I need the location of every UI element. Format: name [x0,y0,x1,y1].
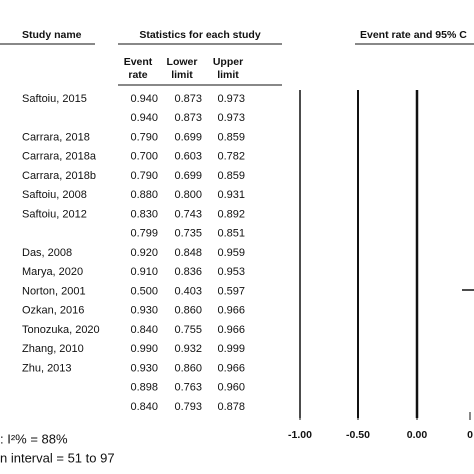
column-header: Lower limit [167,56,198,81]
cell: 0.830 [130,208,158,220]
study-name: Carrara, 2018a [22,151,97,163]
cell: 0.966 [217,324,245,336]
cell: 0.755 [174,324,202,336]
cell: 0.892 [217,208,245,220]
cell: 0.959 [217,247,245,259]
cell: 0.973 [217,93,245,105]
cell: 0.973 [217,112,245,124]
column-header: Upper limit [213,56,243,81]
study-name: Zhang, 2010 [22,343,84,355]
cell: 0.966 [217,362,245,374]
statistics-header: Statistics for each study [139,29,261,41]
plot-title: Event rate and 95% C [360,29,467,41]
cell: 0.860 [174,362,202,374]
cell: 0.940 [130,112,158,124]
cell: 0.920 [130,247,158,259]
cell: 0.999 [217,343,245,355]
cell: 0.878 [217,401,245,413]
tick-label: -1.00 [288,429,312,441]
cell: 0.930 [130,362,158,374]
tick-label: -0.50 [346,429,370,441]
cell: 0.836 [174,266,202,278]
study-name: Saftoiu, 2015 [22,93,87,105]
cell: 0.403 [174,285,202,297]
cell: 0.851 [217,228,245,240]
cell: 0.840 [130,324,158,336]
cell: 0.790 [130,170,158,182]
study-name: Tonozuka, 2020 [22,324,100,336]
tick-label: 0.00 [407,429,428,441]
cell: 0.848 [174,247,202,259]
column-header: Event rate [124,56,153,81]
footer-line: n interval = 51 to 97 [0,450,115,465]
cell: 0.873 [174,93,202,105]
cell: 0.932 [174,343,202,355]
cell: 0.799 [130,228,158,240]
cell: 0.873 [174,112,202,124]
cell: 0.859 [217,131,245,143]
footer-line: : I²% = 88% [0,431,68,446]
study-name: Marya, 2020 [22,266,83,278]
cell: 0.910 [130,266,158,278]
cell: 0.931 [217,189,245,201]
study-name: Saftoiu, 2012 [22,208,87,220]
cell: 0.940 [130,93,158,105]
cell: 0.603 [174,151,202,163]
cell: 0.966 [217,305,245,317]
cell: 0.735 [174,228,202,240]
cell: 0.953 [217,266,245,278]
cell: 0.800 [174,189,202,201]
cell: 0.597 [217,285,245,297]
cell: 0.860 [174,305,202,317]
cell: 0.930 [130,305,158,317]
study-name-header: Study name [22,29,82,41]
study-name: Saftoiu, 2008 [22,189,87,201]
cell: 0.880 [130,189,158,201]
cell: 0.859 [217,170,245,182]
study-name: Carrara, 2018 [22,131,90,143]
cell: 0.782 [217,151,245,163]
study-name: Carrara, 2018b [22,170,96,182]
tick-label: 0 [467,429,473,441]
cell: 0.743 [174,208,202,220]
study-name: Das, 2008 [22,247,72,259]
cell: 0.699 [174,131,202,143]
study-name: Norton, 2001 [22,285,86,297]
cell: 0.699 [174,170,202,182]
cell: 0.500 [130,285,158,297]
cell: 0.790 [130,131,158,143]
study-name: Zhu, 2013 [22,362,72,374]
cell: 0.763 [174,382,202,394]
cell: 0.960 [217,382,245,394]
cell: 0.990 [130,343,158,355]
study-name: Ozkan, 2016 [22,305,84,317]
cell: 0.840 [130,401,158,413]
cell: 0.898 [130,382,158,394]
cell: 0.700 [130,151,158,163]
cell: 0.793 [174,401,202,413]
